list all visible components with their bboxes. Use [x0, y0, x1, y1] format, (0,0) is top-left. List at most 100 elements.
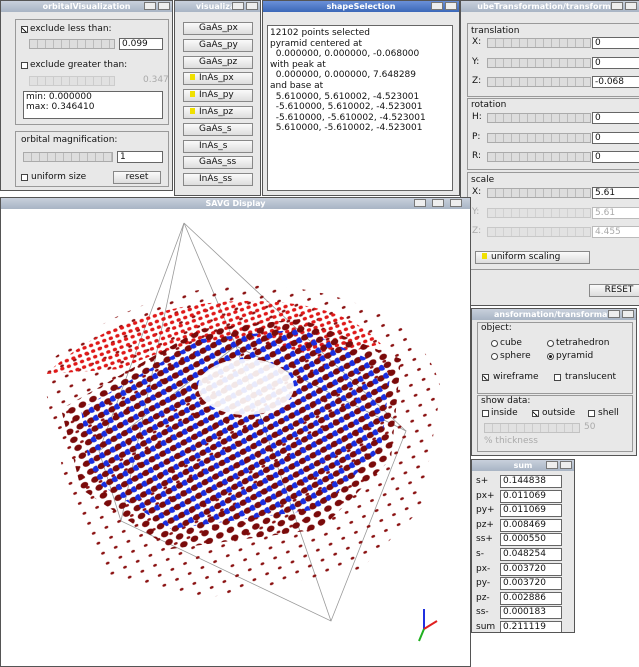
input[interactable]: 0	[592, 56, 639, 69]
input[interactable]: 0	[592, 37, 639, 49]
row-label: px-	[476, 563, 491, 574]
title: orbitalVisualization	[1, 1, 172, 12]
input[interactable]: 5.61	[592, 206, 639, 219]
checkbox[interactable]	[21, 26, 28, 33]
label: uniform scaling	[491, 252, 561, 262]
close-button[interactable]	[246, 2, 258, 10]
orbital-button[interactable]: GaAs_py	[183, 38, 253, 52]
menu-button[interactable]	[144, 2, 156, 10]
group	[467, 23, 639, 97]
input[interactable]: -0.068	[592, 76, 639, 88]
slider[interactable]	[487, 132, 591, 143]
sum-window: sum s+ 0.144838 px+ 0.011069 py+ 0.011069 pz+ 0…	[471, 459, 575, 633]
menu-button[interactable]	[431, 2, 443, 10]
checkbox[interactable]	[21, 174, 28, 181]
slider[interactable]	[487, 188, 591, 198]
checkbox[interactable]	[21, 62, 28, 69]
orbital-button[interactable]: GaAs_pz	[183, 55, 253, 69]
text-line: pyramid centered at	[270, 38, 363, 49]
input[interactable]: 0.099	[119, 38, 163, 50]
radio[interactable]	[547, 353, 554, 360]
radio[interactable]	[547, 340, 554, 347]
row-label: s+	[476, 476, 489, 486]
label: translucent	[565, 372, 617, 382]
slider[interactable]	[487, 77, 591, 87]
slider[interactable]	[487, 113, 591, 123]
axis-label: Y:	[472, 206, 480, 217]
reset-button[interactable]: reset	[113, 171, 161, 184]
close-button[interactable]	[622, 310, 634, 318]
orbital-button[interactable]: InAs_py	[183, 89, 253, 103]
minmax-box: min: 0.000000 max: 0.346410	[23, 91, 163, 119]
close-button[interactable]	[158, 2, 170, 10]
label: GaAs_px	[199, 23, 238, 33]
text-line: -5.610000, -5.610002, -4.523001	[270, 112, 426, 123]
label: outside	[542, 408, 576, 418]
orbital-button[interactable]: GaAs_ss	[183, 156, 253, 170]
orbital-button[interactable]: GaAs_s	[183, 122, 253, 136]
shape-selection-window: shapeSelection 12102 points selected pyra…	[262, 0, 460, 196]
text-line: 0.000000, 0.000000, 7.648289	[270, 70, 416, 81]
checkbox[interactable]	[532, 410, 539, 417]
slider[interactable]	[29, 39, 115, 49]
orbital-button[interactable]: InAs_s	[183, 139, 253, 153]
slider[interactable]	[487, 38, 591, 48]
label: GaAs_s	[199, 123, 232, 134]
close-button[interactable]	[625, 2, 637, 10]
row-value: 0.011069	[500, 489, 562, 503]
radio[interactable]	[491, 353, 498, 360]
row-value: 0.211119	[500, 621, 562, 632]
radio[interactable]	[491, 340, 498, 347]
menu-button[interactable]	[414, 199, 426, 207]
slider[interactable]	[23, 152, 113, 162]
input[interactable]: 0	[592, 131, 639, 144]
label: % thickness	[484, 436, 538, 446]
slider[interactable]	[487, 227, 591, 237]
title: SAVG Display	[1, 198, 470, 209]
slider[interactable]	[484, 423, 580, 433]
max: max: 0.346410	[26, 102, 95, 112]
slider[interactable]	[487, 207, 591, 218]
text-line: 5.610000, -5.610002, -4.523001	[270, 123, 423, 134]
input[interactable]: 0	[592, 151, 639, 163]
slider[interactable]	[29, 76, 115, 86]
close-button[interactable]	[450, 199, 462, 207]
checkbox[interactable]	[588, 410, 595, 417]
scene	[41, 222, 441, 642]
uniform-scaling-button[interactable]: uniform scaling	[475, 251, 590, 264]
menu-button[interactable]	[608, 310, 620, 318]
orbital-button[interactable]: GaAs_px	[183, 22, 253, 35]
group	[477, 395, 633, 452]
checkbox[interactable]	[482, 374, 489, 381]
slider[interactable]	[487, 57, 591, 68]
close-button[interactable]	[445, 2, 457, 10]
text-area[interactable]: 12102 points selected pyramid centered at…	[267, 25, 453, 191]
reset-button[interactable]: RESET	[589, 284, 639, 297]
axes-icon	[418, 609, 438, 642]
checkbox[interactable]	[482, 410, 489, 417]
slider[interactable]	[487, 152, 591, 162]
label: shell	[598, 408, 619, 418]
menu-button[interactable]	[611, 2, 623, 10]
label: show data:	[481, 396, 531, 406]
menu-button[interactable]	[232, 2, 244, 10]
row-label: sum	[476, 622, 496, 632]
orbital-button[interactable]: InAs_pz	[183, 106, 253, 119]
input[interactable]: 5.61	[592, 187, 639, 199]
group	[477, 322, 633, 394]
row-value: 0.011069	[500, 504, 562, 518]
close-button[interactable]	[560, 461, 572, 469]
input[interactable]: 0	[592, 112, 639, 124]
menu-button[interactable]	[546, 461, 558, 469]
orbital-button[interactable]: InAs_px	[183, 72, 253, 86]
axis-label: Z:	[472, 76, 482, 86]
label: scale	[471, 175, 495, 185]
checkbox[interactable]	[554, 374, 561, 381]
raise-button[interactable]	[432, 199, 444, 207]
shape-transformation-window: ansformation/transformati object: cube t…	[471, 308, 637, 456]
input[interactable]: 1	[117, 151, 163, 163]
orbital-button[interactable]: InAs_ss	[183, 173, 253, 187]
input[interactable]: 4.455	[592, 226, 639, 238]
axis-label: R:	[472, 151, 482, 161]
